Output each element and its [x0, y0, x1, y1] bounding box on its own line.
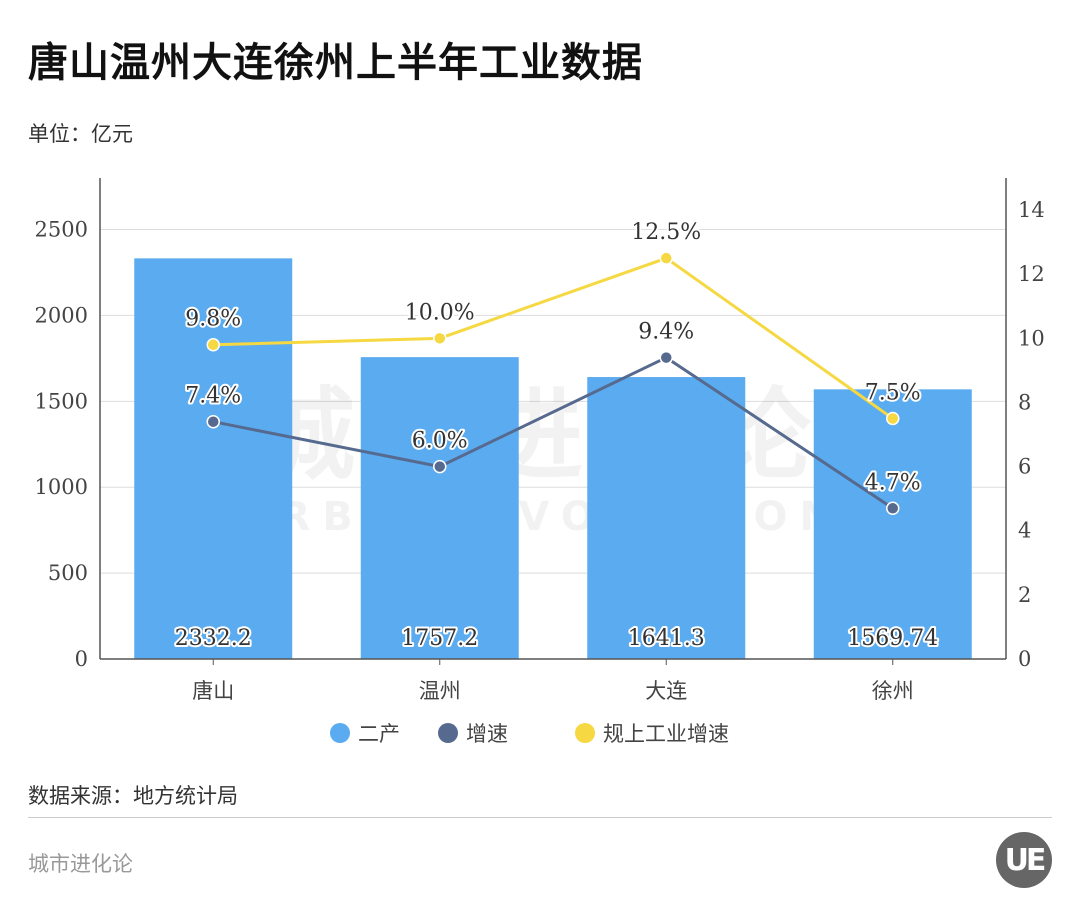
- bar-大连: [587, 377, 746, 659]
- x-tick-label: 大连: [645, 679, 687, 703]
- left-tick-label: 1500: [35, 389, 88, 413]
- left-tick-label: 1000: [35, 475, 88, 499]
- right-tick-label: 0: [1018, 647, 1031, 671]
- point-label: 9.4%: [638, 320, 694, 345]
- bar-value-label: 1569.74: [847, 626, 938, 651]
- legend-label: 规上工业增速: [603, 722, 729, 746]
- left-tick-label: 2500: [35, 218, 88, 242]
- point-增速: [433, 459, 447, 474]
- legend-label: 增速: [466, 722, 508, 746]
- right-tick-label: 12: [1018, 262, 1045, 286]
- x-tick-label: 唐山: [192, 679, 234, 703]
- point-label: 4.7%: [865, 470, 921, 495]
- point-label: 12.5%: [631, 220, 701, 245]
- point-label: 9.8%: [185, 307, 241, 332]
- point-规上工业增速: [886, 411, 900, 426]
- source-note: 数据来源：地方统计局: [28, 784, 238, 808]
- bar-value-label: 2332.2: [175, 626, 252, 651]
- point-label: 6.0%: [412, 429, 468, 454]
- legend-marker: [438, 723, 458, 743]
- point-增速: [886, 501, 900, 516]
- bar-温州: [360, 357, 519, 659]
- watermark-en: URBAN EVOLUTION: [235, 494, 845, 540]
- legend-marker: [575, 723, 595, 743]
- bar-徐州: [813, 389, 972, 659]
- left-tick-label: 500: [48, 561, 88, 585]
- left-tick-label: 0: [75, 647, 88, 671]
- footer-brand: 城市进化论: [28, 852, 133, 876]
- right-tick-label: 2: [1018, 583, 1031, 607]
- right-tick-label: 14: [1018, 198, 1045, 222]
- line-规上工业增速: [213, 256, 894, 420]
- brand-logo: UE: [996, 832, 1052, 888]
- right-tick-label: 4: [1018, 519, 1031, 543]
- right-tick-label: 6: [1018, 455, 1031, 479]
- point-增速: [206, 414, 220, 429]
- legend-label: 二产: [358, 722, 400, 746]
- point-label: 7.5%: [865, 381, 921, 406]
- point-label: 7.4%: [185, 384, 241, 409]
- unit-label: 单位：亿元: [28, 122, 133, 146]
- legend-marker: [330, 723, 350, 743]
- point-规上工业增速: [659, 251, 673, 265]
- bar-value-label: 1757.2: [401, 626, 478, 651]
- point-规上工业增速: [206, 337, 220, 352]
- bar-value-label: 1641.3: [628, 626, 705, 651]
- point-增速: [659, 350, 673, 365]
- left-tick-label: 2000: [35, 303, 88, 327]
- line-增速: [212, 355, 894, 510]
- bar-唐山: [134, 258, 293, 659]
- point-label: 10.0%: [405, 300, 475, 325]
- right-tick-label: 10: [1018, 326, 1045, 350]
- x-tick-label: 徐州: [872, 679, 914, 703]
- point-规上工业增速: [433, 331, 447, 346]
- chart-title: 唐山温州大连徐州上半年工业数据: [28, 40, 643, 86]
- divider: [28, 817, 1052, 818]
- x-tick-label: 温州: [419, 679, 461, 703]
- right-tick-label: 8: [1018, 390, 1031, 414]
